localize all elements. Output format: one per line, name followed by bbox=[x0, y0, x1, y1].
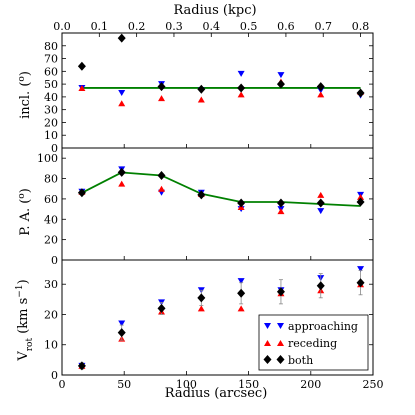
bottom-xtick-label: 50 bbox=[117, 378, 131, 391]
inclination-point-up-triangle bbox=[158, 95, 166, 102]
rotation-velocity-point-diamond bbox=[117, 328, 126, 338]
top-xtick-label: 0.8 bbox=[352, 20, 370, 33]
bottom-xlabel: Radius (arcsec) bbox=[165, 386, 268, 401]
rotation-velocity-point-diamond bbox=[316, 281, 325, 291]
inclination-point-diamond bbox=[356, 88, 365, 98]
inclination-point-diamond bbox=[117, 33, 126, 43]
top-xtick-label: 0.6 bbox=[277, 20, 295, 33]
position-angle-ytick-label: 80 bbox=[44, 173, 58, 186]
legend: approaching receding both bbox=[258, 314, 369, 371]
inclination-point-down-triangle bbox=[118, 90, 126, 97]
position-angle-point-down-triangle bbox=[317, 208, 325, 215]
position-angle-ytick-label: 40 bbox=[44, 213, 58, 226]
legend-entry-both: both bbox=[263, 354, 313, 367]
rotation-velocity-ytick-label: 0 bbox=[51, 369, 58, 382]
legend-marker-approaching-2 bbox=[277, 323, 284, 329]
inclination-point-up-triangle bbox=[118, 100, 126, 107]
bottom-xtick-label: 100 bbox=[176, 378, 197, 391]
legend-label-approaching: approaching bbox=[288, 320, 358, 333]
bottom-xtick-label: 250 bbox=[363, 378, 384, 391]
position-angle-point-diamond bbox=[316, 198, 325, 208]
position-angle-point-diamond bbox=[197, 190, 206, 200]
inclination-ytick-label: 40 bbox=[44, 91, 58, 104]
inclination-ytick-label: 70 bbox=[44, 53, 58, 66]
legend-entry-receding: receding bbox=[264, 337, 337, 350]
rotation-velocity-point-diamond bbox=[77, 361, 86, 371]
bottom-xtick-label: 0 bbox=[59, 378, 66, 391]
top-xtick-label: 0.0 bbox=[53, 20, 71, 33]
inclination-point-up-triangle bbox=[78, 84, 86, 91]
inclination-ytick-label: 30 bbox=[44, 104, 58, 117]
rotation-velocity-point-up-triangle bbox=[237, 305, 245, 312]
inclination-point-diamond bbox=[197, 84, 206, 94]
inclination-point-diamond bbox=[77, 61, 86, 71]
inclination-ytick-label: 20 bbox=[44, 116, 58, 129]
position-angle-point-diamond bbox=[356, 197, 365, 207]
position-angle-point-diamond bbox=[77, 188, 86, 198]
legend-marker-both-1 bbox=[263, 355, 272, 364]
inclination-ytick-label: 60 bbox=[44, 65, 58, 78]
position-angle-point-diamond bbox=[117, 167, 126, 177]
rotation-velocity-point-diamond bbox=[237, 288, 246, 298]
top-xtick-label: 0.1 bbox=[91, 20, 109, 33]
rotation-velocity-point-diamond bbox=[356, 278, 365, 288]
legend-label-both: both bbox=[288, 354, 313, 367]
legend-label-receding: receding bbox=[288, 337, 337, 350]
position-angle-point-up-triangle bbox=[277, 208, 285, 215]
legend-box bbox=[258, 314, 369, 371]
top-xtick-label: 0.5 bbox=[240, 20, 258, 33]
legend-marker-receding-2 bbox=[277, 340, 284, 346]
bottom-xtick-label: 150 bbox=[238, 378, 259, 391]
legend-marker-receding-1 bbox=[264, 340, 271, 346]
top-xtick-label: 0.3 bbox=[165, 20, 183, 33]
rotation-velocity-point-diamond bbox=[197, 293, 206, 303]
bottom-xtick-label: 200 bbox=[300, 378, 321, 391]
rotation-velocity-ytick-label: 10 bbox=[44, 339, 58, 352]
position-angle-point-up-triangle bbox=[317, 191, 325, 198]
legend-entry-approaching: approaching bbox=[264, 320, 358, 333]
legend-marker-both-2 bbox=[276, 355, 285, 364]
position-angle-point-diamond bbox=[157, 170, 166, 180]
inclination-point-diamond bbox=[237, 83, 246, 93]
inclination-point-up-triangle bbox=[197, 96, 205, 103]
position-angle-ytick-label: 20 bbox=[44, 234, 58, 247]
rotation-velocity-point-down-triangle bbox=[237, 278, 245, 285]
incl-ylabel: incl. (o) bbox=[17, 71, 33, 119]
inclination-point-up-triangle bbox=[237, 91, 245, 98]
inclination-point-up-triangle bbox=[317, 91, 325, 98]
rotation-velocity-point-down-triangle bbox=[357, 266, 365, 273]
inclination-point-diamond bbox=[316, 82, 325, 92]
inclination-ytick-label: 80 bbox=[44, 40, 58, 53]
position-angle-point-up-triangle bbox=[357, 193, 365, 200]
inclination-ytick-label: 0 bbox=[51, 142, 58, 155]
position-angle-ytick-label: 0 bbox=[51, 254, 58, 267]
position-angle-point-diamond bbox=[237, 198, 246, 208]
position-angle-point-up-triangle bbox=[158, 185, 166, 192]
rotation-velocity-point-up-triangle bbox=[197, 305, 205, 312]
top-xlabel: Radius (kpc) bbox=[173, 3, 256, 18]
inclination-point-diamond bbox=[157, 82, 166, 92]
rotation-velocity-ytick-label: 20 bbox=[44, 308, 58, 321]
position-angle-point-diamond bbox=[276, 198, 285, 208]
inclination-ytick-label: 50 bbox=[44, 78, 58, 91]
rotation-velocity-frame bbox=[61, 259, 374, 376]
position-angle-ytick-label: 100 bbox=[37, 152, 58, 165]
rotation-velocity-point-down-triangle bbox=[118, 320, 126, 327]
position-angle-point-up-triangle bbox=[118, 180, 126, 187]
rotation-velocity-point-diamond bbox=[157, 303, 166, 313]
top-xtick-label: 0.7 bbox=[314, 20, 332, 33]
inclination-point-down-triangle bbox=[277, 72, 285, 79]
rotation-velocity-point-diamond bbox=[276, 287, 285, 297]
top-xtick-label: 0.2 bbox=[128, 20, 146, 33]
pa-ylabel: P. A. (o) bbox=[17, 188, 33, 236]
position-angle-ytick-label: 60 bbox=[44, 193, 58, 206]
legend-marker-approaching-1 bbox=[264, 323, 271, 329]
position-angle-model-line bbox=[81, 171, 361, 207]
top-xtick-label: 0.4 bbox=[203, 20, 221, 33]
inclination-point-down-triangle bbox=[237, 70, 245, 77]
inclination-ytick-label: 10 bbox=[44, 129, 58, 142]
inclination-point-diamond bbox=[276, 79, 285, 89]
rotation-velocity-ytick-label: 30 bbox=[44, 278, 58, 291]
